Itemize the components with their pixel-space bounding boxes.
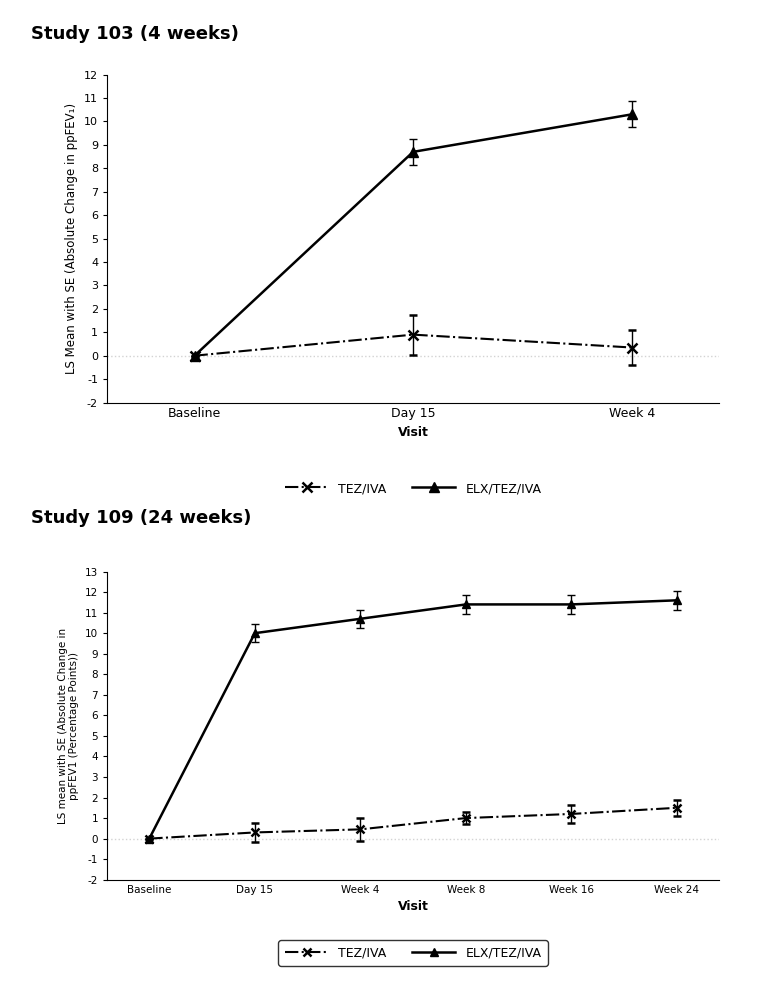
X-axis label: Visit: Visit — [398, 901, 428, 913]
Text: Study 109 (24 weeks): Study 109 (24 weeks) — [31, 509, 251, 527]
Text: Study 103 (4 weeks): Study 103 (4 weeks) — [31, 25, 239, 43]
Legend: TEZ/IVA, ELX/TEZ/IVA: TEZ/IVA, ELX/TEZ/IVA — [278, 940, 548, 966]
Y-axis label: LS Mean with SE (Absolute Change in ppFEV₁): LS Mean with SE (Absolute Change in ppFE… — [65, 103, 78, 374]
Y-axis label: LS mean with SE (Absolute Change in
ppFEV1 (Percentage Points)): LS mean with SE (Absolute Change in ppFE… — [57, 627, 80, 824]
X-axis label: Visit: Visit — [398, 426, 428, 439]
Legend: TEZ/IVA, ELX/TEZ/IVA: TEZ/IVA, ELX/TEZ/IVA — [278, 476, 548, 501]
